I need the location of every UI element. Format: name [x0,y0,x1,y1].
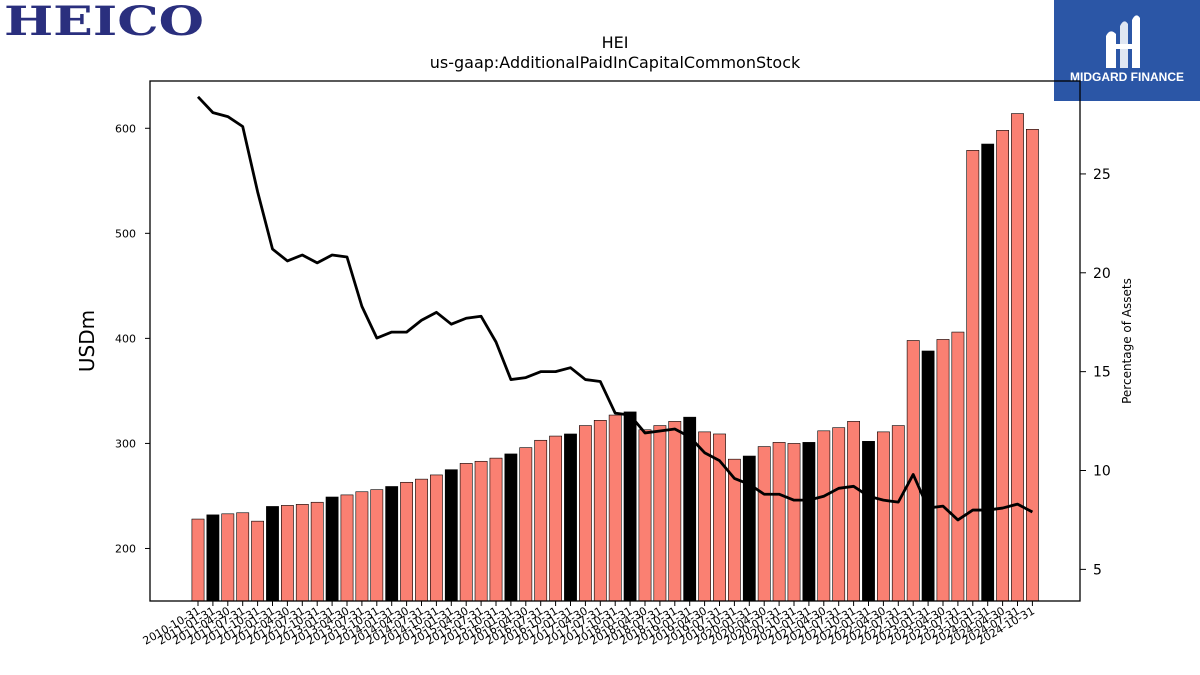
bar-2021-04-30 [817,430,831,602]
y-tick-label-400: 400 [115,332,136,345]
bar-2013-07-31 [355,491,369,602]
bar-2023-07-31 [951,331,965,602]
bar-2014-01-31 [385,486,399,602]
bar-2015-10-31 [489,457,503,602]
bar-2017-07-31 [593,420,607,602]
midgard-logo-text: MIDGARD FINANCE [1070,70,1184,84]
y2-tick-label-5: 5 [1093,562,1102,578]
bar-2016-04-30 [519,447,533,602]
heico-logo: HEICO [4,0,206,45]
bar-2023-01-31 [921,350,935,602]
bar-2017-04-30 [578,425,592,602]
bar-2017-01-31 [564,433,577,602]
y-axis-right: 5 10 15 20 25 [1080,167,1111,578]
bar-2012-10-31 [310,501,324,602]
bar-2011-07-31 [236,512,250,602]
bar-2011-10-31 [251,520,264,602]
bar-2016-01-31 [504,453,518,602]
bar-2022-04-30 [876,431,890,602]
bar-2019-01-31 [683,416,697,602]
bar-2024-07-31 [1011,113,1024,602]
bar-2015-04-30 [459,463,473,602]
y2-tick-label-10: 10 [1093,464,1111,480]
midgard-finance-logo: MIDGARD FINANCE [1054,0,1200,101]
chart-subtitle: us-gaap:AdditionalPaidInCapitalCommonSto… [430,53,801,72]
bar-2017-10-31 [608,414,622,602]
bar-2021-10-31 [847,421,860,602]
bar-2014-04-30 [400,481,413,602]
bars-layer [191,113,1039,602]
bar-2018-10-31 [668,421,682,602]
bar-2023-10-31 [966,150,980,602]
y2-tick-label-15: 15 [1093,365,1111,381]
y-tick-label-600: 600 [115,122,136,135]
bar-2016-07-31 [534,439,548,602]
bar-2014-10-31 [429,474,443,602]
y2-axis-label: Percentage of Assets [1120,278,1134,404]
bar-2012-01-31 [266,506,279,602]
heico-logo-text: HEICO [4,2,204,42]
bar-2013-01-31 [325,496,339,602]
bar-2011-04-30 [221,513,235,602]
bar-2021-07-31 [832,427,846,602]
bar-2012-04-30 [280,505,294,602]
y-tick-label-500: 500 [115,227,136,240]
bar-2010-10-31 [191,518,205,602]
percentage-line [196,95,1034,522]
bar-2024-04-30 [996,130,1009,602]
bar-2013-04-30 [340,494,354,602]
bar-2023-04-30 [936,339,950,602]
bar-2020-04-30 [757,446,771,602]
bar-2015-07-31 [474,460,488,602]
bar-2024-01-31 [981,143,995,602]
bar-2013-10-31 [370,489,384,602]
bar-2011-01-31 [206,514,220,602]
bar-2024-10-31 [1026,129,1039,602]
bar-2012-07-31 [295,504,309,602]
bar-2016-10-31 [549,435,562,602]
bar-2018-01-31 [623,411,637,602]
y2-tick-label-25: 25 [1093,167,1111,183]
bar-2020-01-31 [742,455,756,602]
bar-2020-10-31 [787,443,801,602]
bar-2022-01-31 [862,441,875,602]
x-axis: 2010-10-312011-01-312011-04-302011-07-31… [141,601,1037,648]
y-axis-label: USDm [75,310,99,372]
y-tick-label-200: 200 [115,542,136,555]
line-layer [196,95,1034,522]
bar-2015-01-31 [444,469,458,602]
bar-2021-01-31 [802,442,816,602]
midgard-emblem-icon [1106,15,1140,68]
chart-title: HEI [602,33,629,52]
bar-2019-04-30 [698,431,711,602]
y2-tick-label-20: 20 [1093,266,1111,282]
bar-2020-07-31 [772,442,786,602]
bar-2018-04-30 [638,429,652,602]
bar-2014-07-31 [415,478,428,602]
bar-2022-10-31 [906,340,920,602]
bar-2022-07-31 [891,425,905,602]
bar-2018-07-31 [653,425,667,602]
y-tick-label-300: 300 [115,437,136,450]
y-axis-left: 200 300 400 500 600 [115,122,150,555]
